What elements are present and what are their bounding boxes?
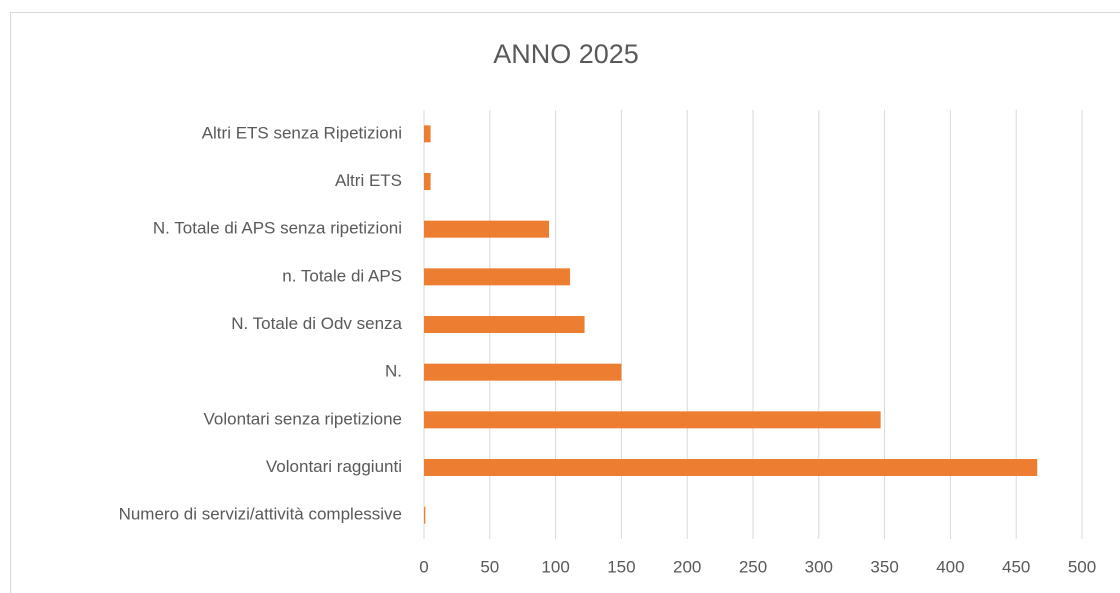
x-tick-label: 50 [480, 557, 499, 576]
y-tick-label: Volontari raggiunti [266, 457, 402, 476]
bar [424, 316, 585, 333]
x-tick-label: 400 [936, 557, 964, 576]
y-tick-label: Volontari senza ripetizione [204, 409, 402, 428]
y-tick-label: n. Totale di APS [282, 266, 402, 285]
y-tick-label: Numero di servizi/attività complessive [119, 505, 402, 524]
y-tick-label: N. [385, 362, 402, 381]
x-tick-label: 300 [805, 557, 833, 576]
x-tick-label: 250 [739, 557, 767, 576]
bar [424, 125, 431, 143]
x-tick-label: 150 [607, 557, 635, 576]
bar [424, 268, 571, 286]
bar [424, 411, 881, 429]
chart-title: ANNO 2025 [493, 39, 639, 69]
bar [424, 173, 431, 190]
y-tick-label: N. Totale di Odv senza [231, 314, 402, 333]
x-tick-label: 0 [419, 557, 428, 576]
y-tick-label: Altri ETS senza Ripetizioni [202, 123, 402, 142]
x-tick-label: 500 [1068, 557, 1096, 576]
x-tick-label: 200 [673, 557, 701, 576]
bar [424, 506, 426, 524]
y-tick-label: N. Totale di APS senza ripetizioni [153, 219, 402, 238]
x-tick-label: 100 [541, 557, 569, 576]
x-tick-label: 350 [870, 557, 898, 576]
chart-frame [10, 12, 1120, 593]
bar [424, 459, 1038, 476]
bar [424, 363, 622, 381]
x-tick-label: 450 [1002, 557, 1030, 576]
y-tick-label: Altri ETS [335, 171, 402, 190]
bar [424, 220, 550, 238]
